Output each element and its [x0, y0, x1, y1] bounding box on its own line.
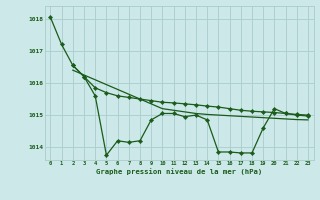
X-axis label: Graphe pression niveau de la mer (hPa): Graphe pression niveau de la mer (hPa): [96, 168, 262, 175]
